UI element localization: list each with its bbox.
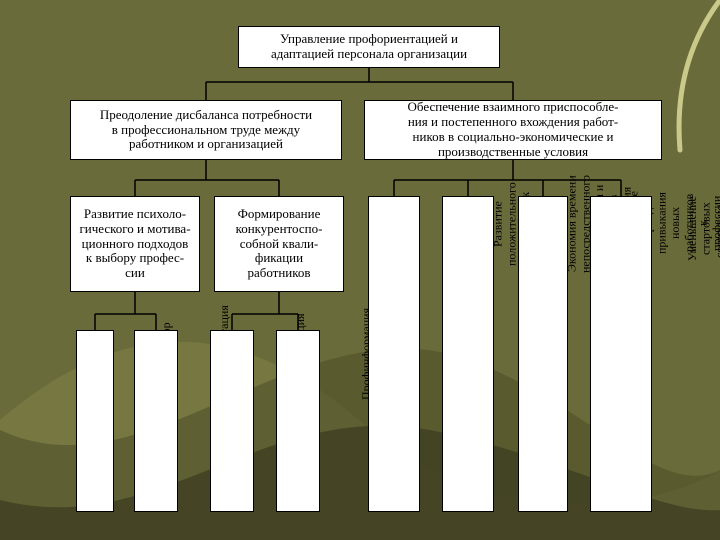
l2-left-box: Преодоление дисбаланса потребностив проф… [70, 100, 342, 160]
l2-right-box: Обеспечение взаимного приспособле-ния и … [364, 100, 662, 160]
bottom-right-2: Сокращение периода привыкания новыхработ… [518, 196, 568, 512]
bottom-left-2: Профадаптация [210, 330, 254, 512]
bottom-left-1: Профконсультация [134, 330, 178, 512]
slide: Управление профориентацией иадаптацией п… [0, 0, 720, 540]
bottom-right-0: Развитие положительного отношения к ново… [368, 196, 420, 512]
l3-b-box: Формированиеконкурентоспо-собной квали-ф… [214, 196, 344, 292]
bottom-left-0: Профотбор [76, 330, 114, 512]
bottom-left-3: Профинформация [276, 330, 320, 512]
bottom-right-1: Экономия времени непосредственногоруково… [442, 196, 494, 512]
bottom-right-3: Уменьшение стартовых социально-психологи… [590, 196, 652, 512]
org-diagram: Управление профориентацией иадаптацией п… [58, 20, 668, 515]
root-box: Управление профориентацией иадаптацией п… [238, 26, 500, 68]
l3-a-box: Развитие психоло-гического и мотива-цион… [70, 196, 200, 292]
